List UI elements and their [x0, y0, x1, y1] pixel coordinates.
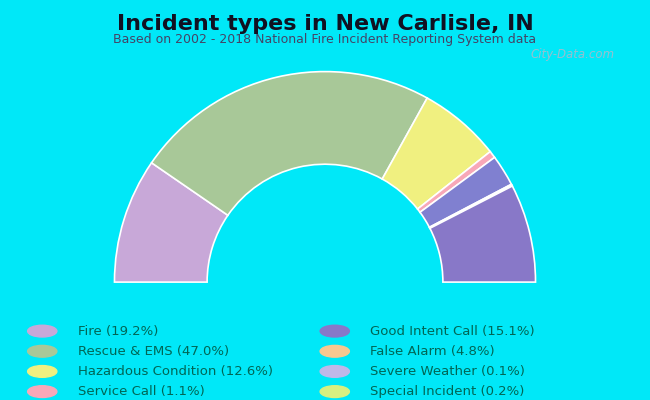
Wedge shape — [430, 186, 536, 282]
Ellipse shape — [320, 325, 349, 337]
Text: Service Call (1.1%): Service Call (1.1%) — [78, 385, 205, 398]
Ellipse shape — [27, 366, 57, 377]
Text: Rescue & EMS (47.0%): Rescue & EMS (47.0%) — [78, 345, 229, 358]
Wedge shape — [420, 158, 512, 227]
Text: Severe Weather (0.1%): Severe Weather (0.1%) — [370, 365, 525, 378]
Text: Based on 2002 - 2018 National Fire Incident Reporting System data: Based on 2002 - 2018 National Fire Incid… — [114, 33, 536, 46]
Text: Incident types in New Carlisle, IN: Incident types in New Carlisle, IN — [116, 14, 534, 34]
Text: Special Incident (0.2%): Special Incident (0.2%) — [370, 385, 525, 398]
Text: Good Intent Call (15.1%): Good Intent Call (15.1%) — [370, 325, 535, 338]
Wedge shape — [430, 184, 512, 228]
Wedge shape — [114, 163, 228, 282]
Ellipse shape — [27, 325, 57, 337]
Ellipse shape — [320, 366, 349, 377]
Ellipse shape — [320, 345, 349, 357]
Ellipse shape — [27, 386, 57, 398]
Text: City-Data.com: City-Data.com — [531, 48, 615, 62]
Text: Hazardous Condition (12.6%): Hazardous Condition (12.6%) — [78, 365, 273, 378]
Ellipse shape — [320, 386, 349, 398]
Wedge shape — [417, 152, 495, 212]
Wedge shape — [151, 72, 427, 215]
Ellipse shape — [27, 345, 57, 357]
Text: Fire (19.2%): Fire (19.2%) — [78, 325, 159, 338]
Wedge shape — [382, 98, 490, 209]
Text: False Alarm (4.8%): False Alarm (4.8%) — [370, 345, 495, 358]
Wedge shape — [430, 186, 512, 228]
